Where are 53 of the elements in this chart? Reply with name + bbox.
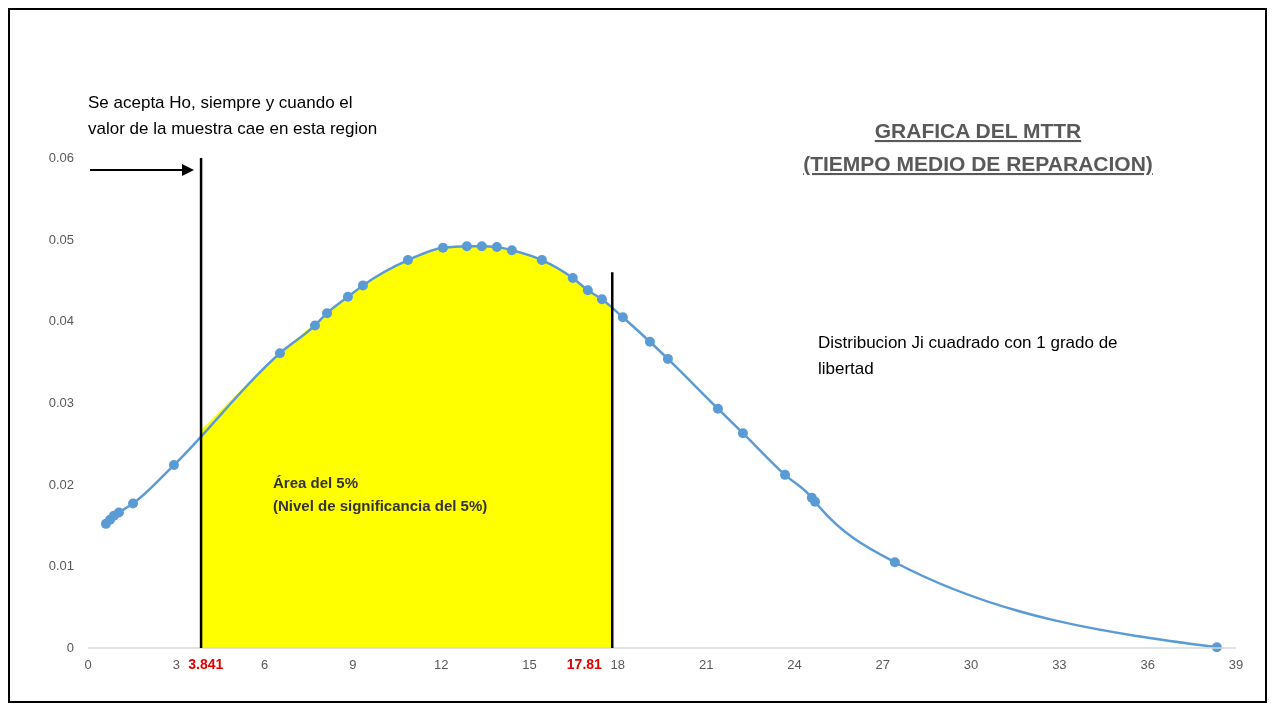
point <box>662 353 673 364</box>
point <box>644 336 655 347</box>
y-tick-label: 0.04 <box>48 313 74 329</box>
point <box>402 255 413 266</box>
x-tick-label: 39 <box>1228 657 1244 672</box>
x-tick-label: 18 <box>610 657 626 672</box>
annotation: Distribucion Ji cuadrado con 1 grado de libertad <box>818 333 1118 378</box>
annotation: Área del 5% (Nivel de significancia del 5%) <box>273 474 488 514</box>
x-tick-label: 33 <box>1052 657 1067 672</box>
point <box>491 242 502 253</box>
point <box>810 496 821 507</box>
point <box>342 291 353 302</box>
point <box>780 469 791 480</box>
y-tick-label: 0.06 <box>48 150 74 165</box>
chart-title: GRAFICA DEL MTTR (TIEMPO MEDIO DE REPARACION) <box>803 119 1153 175</box>
x-tick-label: 12 <box>434 657 449 672</box>
y-tick-label: 0.05 <box>48 231 74 247</box>
ref-line-label: 17.81 <box>566 656 603 672</box>
y-tick-label: 0.02 <box>48 476 74 492</box>
point <box>357 280 368 291</box>
ref-line-label: 3.841 <box>188 656 224 672</box>
point <box>128 498 139 509</box>
x-tick-label: 27 <box>875 657 890 672</box>
point <box>889 557 900 568</box>
x-tick-label: 36 <box>1140 657 1155 672</box>
x-tick-label: 6 <box>261 657 269 672</box>
point <box>438 242 448 253</box>
text: Se acepta Ho, siempre y cuando el valor de la muestra cae en esta region <box>88 93 378 138</box>
x-tick-label: 15 <box>522 657 537 672</box>
point <box>322 308 333 319</box>
x-tick-label: 30 <box>963 657 979 672</box>
point <box>168 460 179 471</box>
x-tick-label: 9 <box>349 657 357 672</box>
point <box>309 320 320 331</box>
point <box>712 403 723 414</box>
x-tick-label: 21 <box>698 657 714 672</box>
point <box>596 294 607 305</box>
x-tick-label: 24 <box>787 657 802 672</box>
y-tick-label: 0.01 <box>48 558 74 574</box>
point <box>567 273 578 284</box>
x-tick-label: 0 <box>84 657 92 672</box>
point <box>274 348 285 359</box>
y-tick-label: 0 <box>66 640 74 655</box>
point <box>536 255 547 266</box>
point <box>506 245 517 256</box>
point <box>461 241 472 252</box>
point <box>476 241 487 252</box>
x-tick-label: 3 <box>172 657 180 672</box>
y-tick-label: 0.03 <box>48 395 74 410</box>
point <box>113 507 124 518</box>
point <box>617 312 628 323</box>
point <box>737 428 748 439</box>
point <box>582 285 593 296</box>
